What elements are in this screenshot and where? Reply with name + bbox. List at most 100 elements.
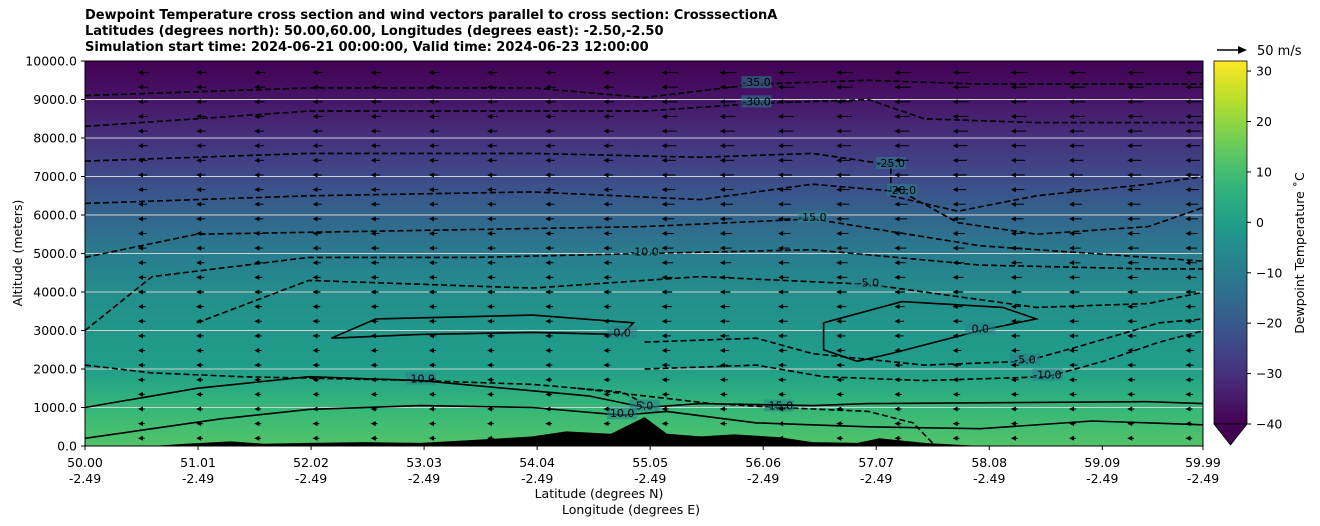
wind-vector-head	[254, 70, 260, 76]
wind-vector-head	[137, 289, 143, 295]
wind-vector-head	[952, 157, 958, 163]
wind-vector-head	[719, 172, 725, 178]
wind-vector-head	[952, 113, 958, 119]
wind-vector-head	[894, 333, 900, 339]
wind-vector-head	[1069, 318, 1075, 324]
wind-vector-head	[1069, 435, 1075, 441]
wind-vector-head	[778, 216, 784, 222]
wind-vector-layer	[137, 70, 1203, 441]
wind-vector-head	[370, 435, 376, 441]
wind-vector-head	[545, 70, 551, 76]
contour-label-bg	[607, 407, 638, 420]
y-tick-label: 1000.0	[33, 400, 77, 415]
wind-vector-head	[836, 304, 842, 310]
wind-vector-head	[719, 201, 725, 207]
wind-vector-head	[661, 260, 667, 266]
wind-vector-head	[254, 304, 260, 310]
wind-vector-head	[545, 172, 551, 178]
wind-vector-head	[1185, 128, 1191, 134]
wind-vector-head	[836, 245, 842, 251]
contour-label-bg	[1032, 368, 1063, 381]
wind-vector-head	[196, 260, 202, 266]
wind-vector-head	[661, 406, 667, 412]
wind-vector-head	[603, 348, 609, 354]
wind-vector-head	[196, 157, 202, 163]
wind-vector-head	[894, 274, 900, 280]
wind-vector-head	[952, 172, 958, 178]
wind-vector-head	[1185, 99, 1191, 105]
wind-vector-head	[603, 245, 609, 251]
wind-vector-head	[778, 172, 784, 178]
wind-vector-head	[137, 216, 143, 222]
wind-key: 50 m/s	[1217, 44, 1302, 59]
wind-vector-head	[254, 333, 260, 339]
contour-label: -15.0	[765, 400, 793, 413]
wind-vector-head	[661, 143, 667, 149]
wind-vector-head	[1127, 99, 1133, 105]
wind-vector-head	[836, 362, 842, 368]
wind-vector-head	[1127, 113, 1133, 119]
wind-vector-head	[428, 260, 434, 266]
wind-vector-head	[428, 201, 434, 207]
wind-vector-head	[778, 143, 784, 149]
contour-line	[85, 183, 1203, 236]
colorbar-tick-label: 20	[1256, 114, 1272, 129]
wind-vector-head	[428, 245, 434, 251]
wind-vector-head	[1127, 377, 1133, 383]
wind-vector-head	[1127, 201, 1133, 207]
wind-vector-head	[719, 274, 725, 280]
wind-vector-head	[603, 216, 609, 222]
wind-vector-head	[312, 304, 318, 310]
wind-vector-head	[312, 435, 318, 441]
wind-vector-head	[1127, 406, 1133, 412]
wind-vector-head	[1127, 304, 1133, 310]
wind-vector-head	[370, 157, 376, 163]
wind-vector-head	[952, 84, 958, 90]
wind-vector-head	[428, 84, 434, 90]
x-tick-label-lat: 58.08	[971, 455, 1007, 470]
wind-vector-head	[836, 157, 842, 163]
wind-vector-head	[254, 84, 260, 90]
wind-vector-head	[1010, 391, 1016, 397]
wind-vector-head	[312, 70, 318, 76]
x-tick-label-lon: -2.49	[521, 471, 553, 486]
wind-vector-head	[894, 84, 900, 90]
colorbar-extend-min	[1213, 423, 1248, 446]
colorbar-tick-label: −30	[1256, 366, 1282, 381]
wind-vector-head	[836, 172, 842, 178]
wind-vector-head	[661, 333, 667, 339]
wind-vector-head	[370, 348, 376, 354]
wind-vector-head	[487, 84, 493, 90]
wind-vector-head	[661, 201, 667, 207]
wind-vector-head	[1127, 172, 1133, 178]
wind-vector-head	[836, 216, 842, 222]
y-tick-label: 8000.0	[33, 131, 77, 146]
wind-vector-head	[836, 421, 842, 427]
wind-vector-head	[1010, 245, 1016, 251]
wind-vector-head	[196, 70, 202, 76]
wind-vector-head	[952, 391, 958, 397]
x-tick-label-lon: -2.49	[69, 471, 101, 486]
wind-vector-head	[196, 113, 202, 119]
wind-vector-head	[1010, 230, 1016, 236]
wind-vector-head	[1069, 260, 1075, 266]
contour-line	[85, 218, 1203, 262]
y-tick-label: 10000.0	[25, 54, 77, 69]
wind-vector-head	[428, 113, 434, 119]
wind-vector-head	[661, 289, 667, 295]
contour-label: 5.0	[636, 400, 654, 413]
wind-vector-head	[661, 318, 667, 324]
wind-vector-head	[487, 304, 493, 310]
wind-vector-head	[661, 84, 667, 90]
wind-vector-head	[370, 260, 376, 266]
wind-vector-head	[1127, 157, 1133, 163]
wind-vector-head	[370, 421, 376, 427]
wind-vector-head	[254, 99, 260, 105]
wind-vector-head	[1010, 143, 1016, 149]
wind-vector-head	[719, 128, 725, 134]
wind-vector-head	[370, 201, 376, 207]
wind-vector-head	[719, 348, 725, 354]
x-tick-label-lon: -2.49	[182, 471, 214, 486]
wind-vector-head	[254, 348, 260, 354]
wind-vector-head	[661, 128, 667, 134]
